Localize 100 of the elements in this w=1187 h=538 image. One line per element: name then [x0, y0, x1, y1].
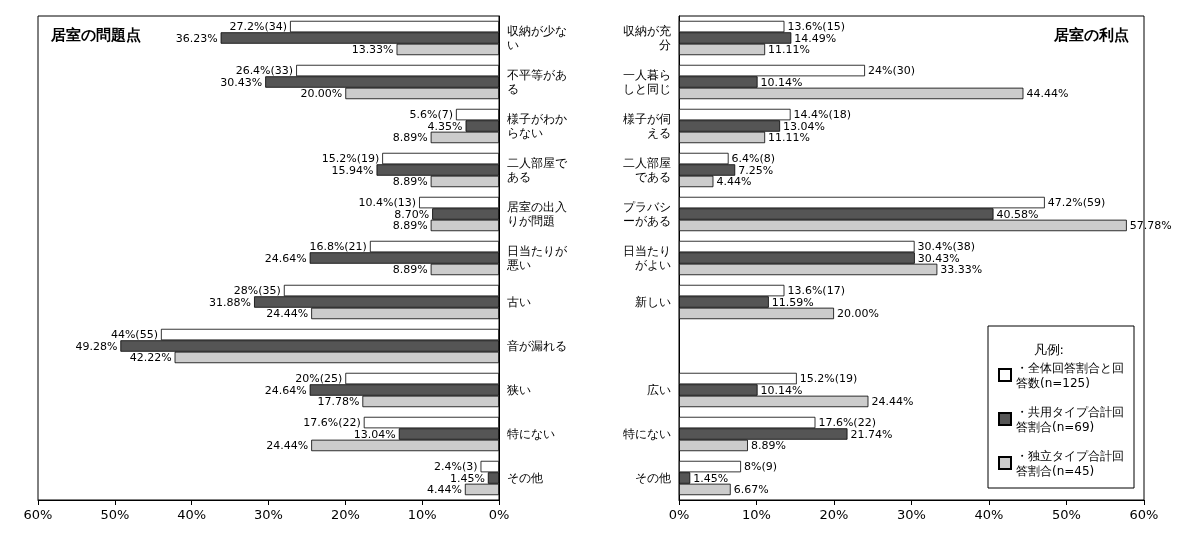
data-label: 8.89% [750, 438, 786, 452]
text: 居室の問題点 [50, 25, 141, 44]
data-label: 1.45% [693, 471, 729, 485]
x-tick-label: 50% [100, 507, 130, 522]
data-label: 42.22% [129, 350, 172, 364]
data-label: 2.4%(3) [434, 460, 478, 474]
x-tick-label: 60% [23, 507, 53, 522]
data-label: 28%(35) [233, 284, 281, 298]
data-label: 17.6%(22) [303, 416, 361, 430]
data-label: 17.6%(22) [818, 416, 876, 430]
x-tick-label: 50% [1052, 507, 1081, 522]
data-label: 17.78% [317, 394, 360, 408]
data-label: 8.89% [392, 262, 428, 276]
data-label: 30.43% [917, 251, 960, 265]
y-tick-label: 様子がわからない [507, 112, 567, 140]
data-label: 36.23% [175, 31, 218, 45]
y-tick-label: 特にない [623, 427, 671, 441]
data-label: 33.33% [940, 262, 983, 276]
data-label: 15.2%(19) [321, 152, 380, 166]
data-label: 14.4%(18) [793, 108, 852, 122]
data-label: 21.74% [850, 427, 893, 441]
data-label: 1.45% [449, 471, 485, 485]
data-label: 10.14% [760, 383, 803, 397]
text: 居室の利点 [1053, 25, 1129, 44]
data-label: 4.44% [426, 482, 462, 496]
y-tick-label: 収納が少ない [507, 24, 567, 52]
y-tick-label: 新しい [635, 295, 671, 309]
data-label: 26.4%(33) [235, 64, 294, 78]
data-label: 49.28% [75, 339, 118, 353]
data-label: 15.94% [331, 163, 374, 177]
data-label: 13.04% [783, 119, 826, 133]
data-label: 24.44% [871, 394, 914, 408]
data-label: 13.6%(15) [787, 20, 845, 34]
y-tick-label: 不平等がある [507, 68, 567, 96]
x-tick-label: 40% [974, 507, 1004, 522]
data-label: 20.00% [300, 86, 343, 100]
data-label: 4.44% [716, 174, 752, 188]
data-label: 8.70% [394, 207, 430, 221]
y-tick-label: プラバシーがある [623, 200, 671, 228]
x-tick-label: 20% [819, 507, 849, 522]
x-tick-label: 10% [407, 507, 437, 522]
data-label: 24%(30) [868, 64, 916, 78]
data-label: 8%(9) [744, 460, 778, 474]
data-label: 8.89% [392, 130, 428, 144]
y-tick-label: 音が漏れる [507, 339, 567, 353]
data-label: 10.14% [760, 75, 803, 89]
data-label: 11.59% [771, 295, 814, 309]
y-tick-label: 特にない [507, 427, 555, 441]
data-label: 13.04% [353, 427, 396, 441]
y-tick-label: 日当たりがよい [623, 244, 671, 272]
data-label: 13.6%(17) [787, 284, 845, 298]
y-tick-label: 狭い [507, 383, 531, 397]
data-label: 47.2%(59) [1047, 196, 1106, 210]
x-tick-label: 60% [1129, 507, 1159, 522]
data-label: 6.67% [733, 482, 769, 496]
data-label: 57.78% [1129, 218, 1172, 232]
data-label: 31.88% [209, 295, 252, 309]
data-label: 15.2%(19) [799, 372, 858, 386]
x-tick-label: 30% [254, 507, 283, 522]
y-tick-label: 日当たりが悪い [506, 244, 568, 272]
data-label: 6.4%(8) [731, 152, 776, 166]
legend-label: ・独立タイプ合計回答割合(n=45) [1016, 448, 1124, 478]
y-tick-label: 収納が充分 [623, 24, 671, 52]
data-label: 16.8%(21) [309, 240, 367, 254]
legend-label: ・全体回答割合と回答数(n=125) [1016, 360, 1124, 390]
data-label: 8.89% [392, 218, 428, 232]
x-tick-label: 40% [177, 507, 207, 522]
data-label: 27.2%(34) [229, 20, 288, 34]
y-tick-label: 広い [647, 383, 671, 397]
y-tick-label: その他 [635, 471, 671, 485]
x-tick-label: 20% [330, 507, 360, 522]
y-tick-label: 二人部屋である [623, 156, 671, 184]
legend-title: 凡例: [1033, 342, 1065, 357]
data-label: 8.89% [392, 174, 428, 188]
y-tick-label: 様子が伺える [623, 112, 671, 140]
x-tick-label: 0% [488, 507, 510, 522]
data-label: 24.44% [266, 306, 309, 320]
legend-label: ・共用タイプ合計回答割合(n=69) [1016, 404, 1124, 434]
data-label: 24.64% [264, 251, 307, 265]
y-tick-label: 二人部屋である [507, 156, 568, 184]
y-tick-label: 居室の出入りが問題 [507, 200, 567, 228]
x-tick-label: 10% [742, 507, 771, 522]
data-label: 11.11% [768, 42, 811, 56]
data-label: 11.11% [768, 130, 811, 144]
data-label: 44.44% [1026, 86, 1069, 100]
data-label: 7.25% [738, 163, 774, 177]
data-label: 4.35% [427, 119, 463, 133]
y-tick-label: その他 [507, 471, 543, 485]
data-label: 10.4%(13) [358, 196, 417, 210]
data-label: 30.4%(38) [917, 240, 976, 254]
data-label: 24.64% [264, 383, 307, 397]
y-tick-label: 一人暮らしと同じ [623, 68, 671, 96]
x-tick-label: 30% [897, 507, 926, 522]
y-tick-label: 古い [507, 295, 531, 309]
data-label: 20.00% [837, 306, 879, 320]
data-label: 40.58% [996, 207, 1039, 221]
data-label: 44%(55) [110, 328, 158, 342]
data-label: 30.43% [220, 75, 263, 89]
data-label: 20%(25) [295, 372, 343, 386]
data-label: 13.33% [351, 42, 394, 56]
